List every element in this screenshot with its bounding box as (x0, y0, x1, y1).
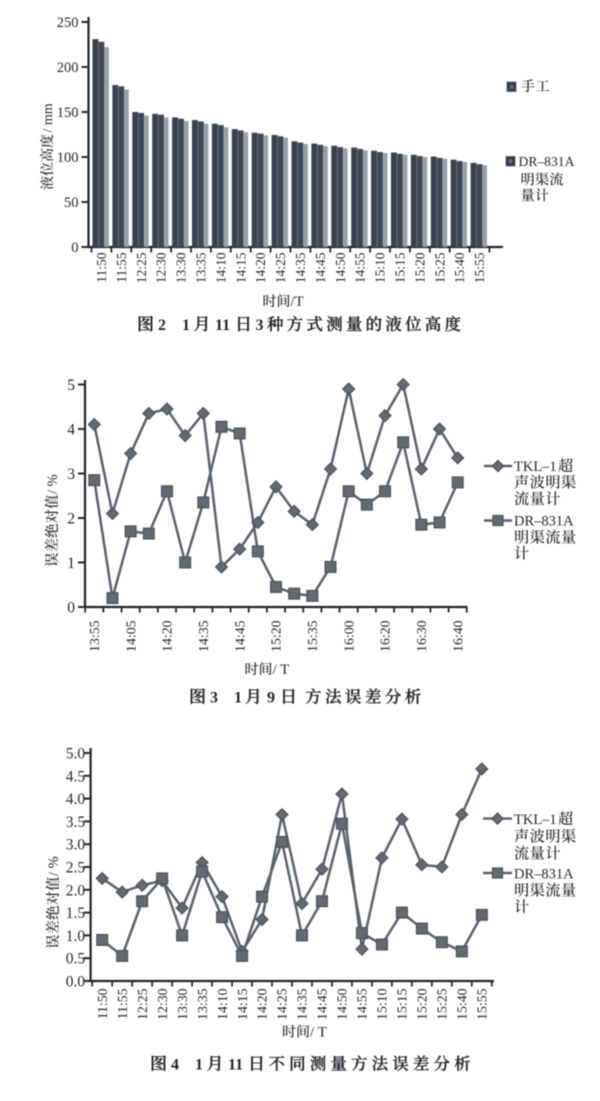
svg-text:1: 1 (67, 555, 75, 572)
svg-text:4.0: 4.0 (66, 791, 86, 808)
svg-text:/ %: / % (45, 474, 61, 494)
svg-text:3.0: 3.0 (66, 837, 86, 854)
svg-text:16:20: 16:20 (378, 620, 393, 652)
svg-text:4: 4 (171, 1057, 179, 1074)
svg-text:1.0: 1.0 (66, 928, 86, 945)
svg-text:14:50: 14:50 (335, 988, 350, 1020)
svg-text:14:25: 14:25 (273, 252, 288, 283)
svg-text:14:35: 14:35 (196, 620, 211, 652)
svg-text:15:25: 15:25 (432, 252, 447, 283)
svg-text:14:45: 14:45 (315, 988, 330, 1020)
svg-text:5: 5 (67, 377, 75, 394)
svg-text:14:35: 14:35 (293, 252, 308, 283)
svg-text:15:15: 15:15 (395, 988, 410, 1020)
svg-text:1.5: 1.5 (66, 905, 86, 922)
svg-text:12:25: 12:25 (135, 988, 150, 1020)
svg-text:200: 200 (57, 60, 79, 76)
svg-text:15:20: 15:20 (415, 988, 430, 1020)
svg-text:16:40: 16:40 (450, 620, 465, 652)
svg-text:12:25: 12:25 (134, 252, 149, 283)
svg-text:14:50: 14:50 (333, 252, 348, 283)
svg-text:16:00: 16:00 (341, 620, 356, 652)
svg-text:14:55: 14:55 (355, 988, 370, 1020)
svg-text:14:45: 14:45 (232, 620, 247, 652)
svg-text:TKL–1: TKL–1 (514, 459, 557, 475)
svg-text:14:55: 14:55 (353, 252, 368, 283)
svg-text:13:30: 13:30 (174, 252, 189, 283)
svg-text:3: 3 (256, 317, 264, 334)
svg-text:15:15: 15:15 (393, 252, 408, 283)
svg-text:2: 2 (67, 511, 75, 528)
svg-text:4: 4 (67, 422, 75, 439)
svg-text:/T: /T (291, 294, 304, 310)
svg-text:1: 1 (195, 1057, 203, 1074)
svg-text:0: 0 (71, 240, 78, 256)
svg-text:3: 3 (210, 690, 218, 707)
svg-text:11: 11 (215, 317, 230, 334)
svg-text:14:10: 14:10 (215, 988, 230, 1020)
svg-text:4.5: 4.5 (66, 768, 86, 785)
svg-text:/ mm: / mm (41, 103, 56, 132)
svg-text:1: 1 (234, 690, 242, 707)
svg-text:2.5: 2.5 (66, 860, 86, 877)
svg-text:1: 1 (182, 317, 190, 334)
svg-text:15:40: 15:40 (455, 988, 470, 1020)
svg-text:12:30: 12:30 (155, 988, 170, 1020)
svg-text:DR–831A: DR–831A (519, 154, 575, 169)
svg-text:14:05: 14:05 (123, 620, 138, 652)
svg-text:11:55: 11:55 (115, 988, 130, 1019)
svg-text:14:15: 14:15 (235, 988, 250, 1020)
svg-text:3: 3 (67, 466, 75, 483)
svg-text:14:45: 14:45 (313, 252, 328, 283)
svg-text:250: 250 (57, 15, 79, 31)
svg-text:50: 50 (64, 195, 79, 211)
svg-text:14:20: 14:20 (253, 252, 268, 283)
svg-text:15:20: 15:20 (269, 620, 284, 652)
svg-text:12:30: 12:30 (154, 252, 169, 283)
svg-text:14:20: 14:20 (160, 620, 175, 652)
svg-text:0: 0 (67, 600, 75, 617)
svg-text:15:55: 15:55 (472, 252, 487, 283)
svg-text:DR–831A: DR–831A (514, 514, 574, 530)
svg-text:3.5: 3.5 (66, 814, 86, 831)
svg-text:2.0: 2.0 (66, 882, 86, 899)
svg-text:150: 150 (57, 105, 79, 121)
svg-text:14:20: 14:20 (255, 988, 270, 1020)
svg-text:13:55: 13:55 (87, 620, 102, 652)
svg-text:/ T: / T (310, 1025, 327, 1041)
svg-text:9: 9 (267, 690, 275, 707)
svg-text:DR–831A: DR–831A (514, 867, 574, 883)
svg-text:14:10: 14:10 (213, 252, 228, 283)
svg-text:14:25: 14:25 (275, 988, 290, 1020)
svg-text:15:40: 15:40 (452, 252, 467, 283)
svg-text:14:15: 14:15 (233, 252, 248, 283)
svg-text:11:50: 11:50 (94, 252, 109, 282)
svg-text:13:35: 13:35 (194, 252, 209, 283)
svg-text:11: 11 (228, 1057, 243, 1074)
svg-text:0.5: 0.5 (66, 951, 86, 968)
svg-text:15:20: 15:20 (412, 252, 427, 283)
svg-text:5.0: 5.0 (66, 746, 86, 763)
svg-text:11:55: 11:55 (114, 252, 129, 282)
svg-text:100: 100 (57, 150, 79, 166)
svg-text:11:50: 11:50 (95, 988, 110, 1019)
svg-text:15:25: 15:25 (435, 988, 450, 1020)
svg-text:TKL–1: TKL–1 (514, 812, 557, 828)
svg-text:13:35: 13:35 (195, 988, 210, 1020)
svg-text:15:35: 15:35 (305, 620, 320, 652)
svg-text:15:10: 15:10 (375, 988, 390, 1020)
svg-text:/ %: / % (46, 856, 62, 876)
svg-text:16:30: 16:30 (414, 620, 429, 652)
svg-text:15:55: 15:55 (475, 988, 490, 1020)
svg-text:2: 2 (158, 317, 166, 334)
svg-text:14:35: 14:35 (295, 988, 310, 1020)
svg-text:13:30: 13:30 (175, 988, 190, 1020)
svg-text:15:10: 15:10 (373, 252, 388, 283)
svg-text:0.0: 0.0 (66, 974, 86, 991)
svg-text:/ T: / T (273, 662, 290, 678)
